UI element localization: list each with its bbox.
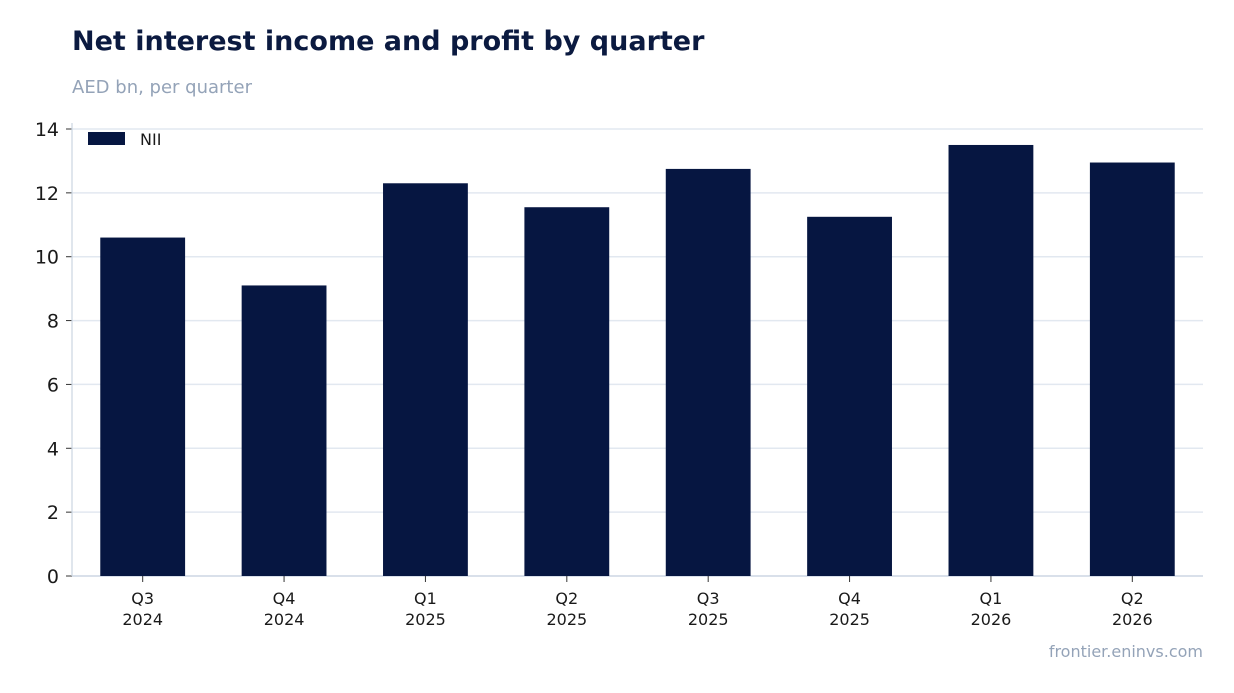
x-tick-label-year: 2026	[971, 610, 1012, 629]
y-tick-label: 0	[47, 566, 59, 588]
x-tick-label-quarter: Q3	[697, 589, 720, 608]
x-tick-label-year: 2025	[405, 610, 446, 629]
x-tick-label-year: 2024	[264, 610, 305, 629]
bar	[948, 144, 1034, 576]
bar	[1089, 162, 1175, 576]
y-tick-label: 6	[47, 374, 59, 396]
bars	[100, 144, 1175, 577]
x-tick-label-quarter: Q2	[1121, 589, 1144, 608]
y-tick-label: 4	[47, 438, 59, 460]
legend: NII	[88, 130, 161, 149]
x-tick-label-quarter: Q4	[838, 589, 861, 608]
source-credit: frontier.eninvs.com	[1048, 642, 1203, 661]
y-tick-label: 14	[35, 119, 59, 141]
x-tick-label-quarter: Q3	[131, 589, 154, 608]
bar	[100, 237, 186, 577]
x-tick-label-quarter: Q4	[273, 589, 296, 608]
x-tick-label-quarter: Q2	[555, 589, 578, 608]
chart-title: Net interest income and profit by quarte…	[72, 26, 705, 57]
y-tick-label: 12	[35, 183, 59, 205]
legend-label: NII	[140, 130, 161, 149]
bar	[524, 207, 610, 576]
bar	[241, 285, 327, 576]
x-tick-label-year: 2026	[1112, 610, 1153, 629]
y-tick-label: 10	[35, 247, 59, 269]
y-tick-label: 2	[47, 502, 59, 524]
x-tick-label-year: 2025	[546, 610, 587, 629]
x-tick-label-year: 2025	[688, 610, 729, 629]
x-tick-label-year: 2024	[122, 610, 163, 629]
bar	[665, 168, 751, 577]
x-tick-label-year: 2025	[829, 610, 870, 629]
axes: 0 2 4 6 8 10 12 14 Q3 2024 Q4 2024 Q1 2025 Q2 2025 Q3 202…	[35, 119, 1203, 629]
chart-subtitle: AED bn, per quarter	[72, 77, 252, 98]
bar	[807, 216, 892, 576]
bar	[383, 183, 468, 576]
legend-swatch	[88, 132, 125, 145]
x-tick-label-quarter: Q1	[414, 589, 437, 608]
x-tick-label-quarter: Q1	[980, 589, 1003, 608]
y-tick-label: 8	[47, 311, 59, 333]
